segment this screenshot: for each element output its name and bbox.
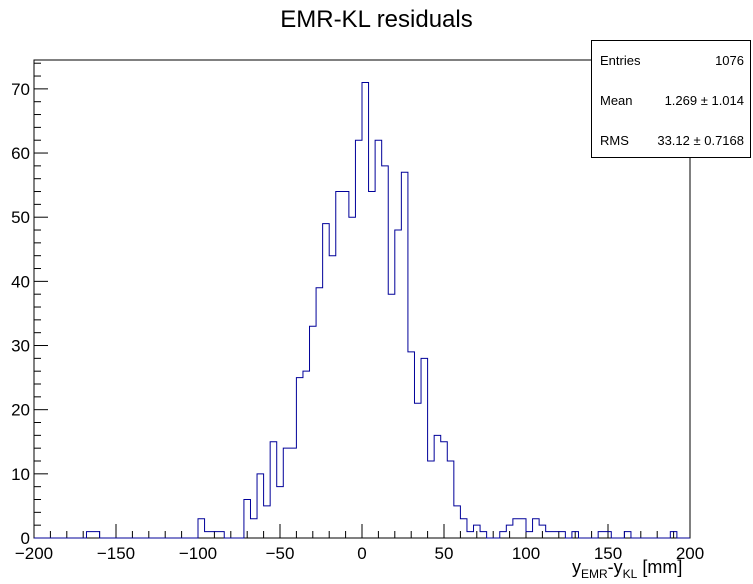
- x-tick-label: 100: [512, 544, 540, 563]
- y-tick-label: 10: [11, 465, 30, 484]
- mean-value: 1.269 ± 1.014: [664, 93, 744, 108]
- axis-tick-labels: −200 −150 −100 −50 0 50 100 150 200 0 10 20 30 40 50 60…: [11, 80, 704, 563]
- x-tick-label: −50: [266, 544, 295, 563]
- stats-row-rms: RMS 33.12 ± 0.7168: [600, 133, 744, 149]
- y-tick-label: 40: [11, 272, 30, 291]
- y-tick-label: 0: [21, 529, 30, 548]
- x-axis-label: yEMR-yKL [mm]: [572, 557, 682, 581]
- chart-title: EMR-KL residuals: [280, 6, 473, 33]
- x-label-tail: [mm]: [637, 557, 683, 577]
- x-tick-label: −150: [97, 544, 135, 563]
- stats-row-mean: Mean 1.269 ± 1.014: [600, 93, 744, 109]
- x-tick-label: 0: [357, 544, 366, 563]
- mean-label: Mean: [600, 93, 633, 108]
- x-label-main: y: [572, 557, 581, 577]
- x-tick-label: −200: [15, 544, 53, 563]
- x-tick-label: 50: [435, 544, 454, 563]
- entries-value: 1076: [715, 53, 744, 68]
- x-tick-label: 150: [594, 544, 622, 563]
- x-tick-label: −100: [179, 544, 217, 563]
- y-tick-label: 50: [11, 208, 30, 227]
- x-tick-label: 200: [676, 544, 704, 563]
- entries-label: Entries: [600, 53, 641, 68]
- rms-label: RMS: [600, 133, 629, 148]
- x-label-mid: -y: [607, 557, 623, 577]
- histogram-line: [34, 81, 690, 539]
- stats-row-entries: Entries 1076: [600, 53, 744, 69]
- y-tick-label: 60: [11, 144, 30, 163]
- y-tick-label: 20: [11, 401, 30, 420]
- stats-box: Entries 1076 Mean 1.269 ± 1.014 RMS 33.1…: [591, 40, 751, 158]
- x-label-sub2: KL: [622, 567, 638, 581]
- rms-value: 33.12 ± 0.7168: [657, 133, 744, 148]
- y-tick-label: 30: [11, 337, 30, 356]
- y-tick-label: 70: [11, 80, 30, 99]
- x-label-sub1: EMR: [581, 567, 608, 581]
